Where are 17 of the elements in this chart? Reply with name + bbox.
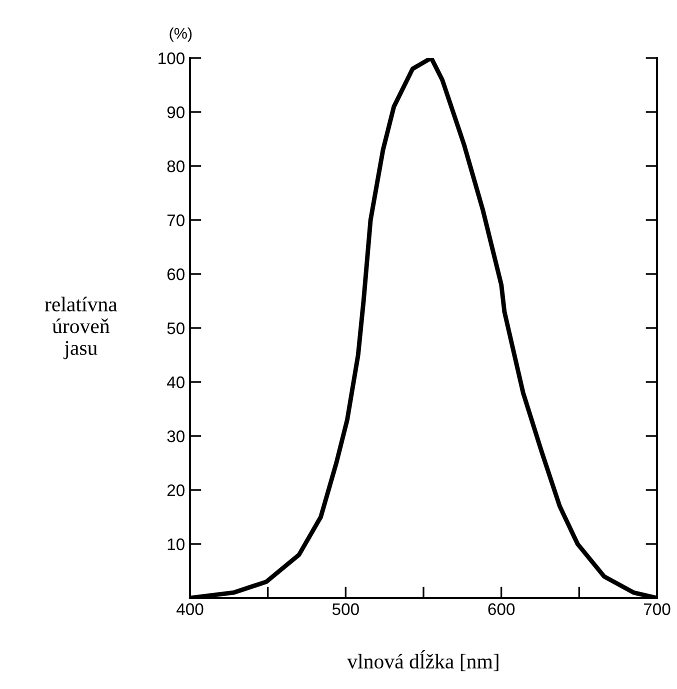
y-tick-label: 100 xyxy=(158,52,184,64)
x-tick-label: 600 xyxy=(488,603,515,616)
y-axis-title: relatívna úroveň jasu xyxy=(44,296,118,360)
y-tick-label: 10 xyxy=(168,538,184,550)
y-tick-label: 30 xyxy=(167,430,184,442)
x-tick-label: 500 xyxy=(332,603,359,616)
y-tick-label: 40 xyxy=(166,376,184,388)
x-tick-label: 400 xyxy=(176,603,204,616)
y-tick-label: 80 xyxy=(167,160,184,172)
y-tick-label: 60 xyxy=(167,268,184,280)
text: (%) xyxy=(170,28,192,42)
x-axis-title: vlnová dĺžka [nm] xyxy=(347,650,498,672)
y-tick-label: 90 xyxy=(167,106,184,118)
y-tick-label: 20 xyxy=(167,484,184,496)
y-tick-label: 50 xyxy=(167,322,184,334)
y-tick-label: 70 xyxy=(167,214,184,226)
x-tick-label: 700 xyxy=(644,603,670,616)
